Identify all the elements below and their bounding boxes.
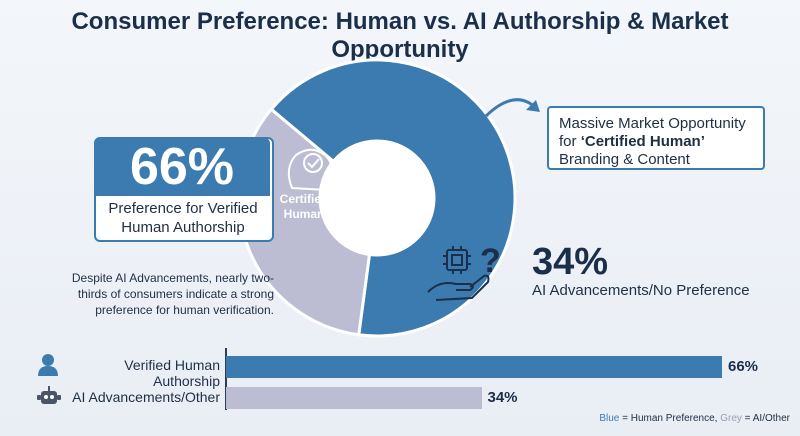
donut-hole (320, 141, 434, 255)
brain-check-icon (287, 148, 336, 192)
bar-ai (226, 387, 482, 409)
question-icon: ? (480, 242, 501, 280)
opportunity-post: Branding & Content (559, 151, 690, 168)
bar-value-human: 66% (728, 358, 759, 375)
opportunity-pre: Massive Market Opportunity for (559, 115, 746, 150)
certified-human-label: Certified Human (279, 192, 329, 221)
legend-blue: Blue (599, 413, 620, 424)
bar-label-ai: AI Advancements/Other (72, 389, 220, 405)
bar-label-human: Verified Human Authorship (124, 357, 220, 389)
legend-blue-text: = Human Preference, (619, 413, 721, 424)
note-text: Despite AI Advancements, nearly two-thir… (71, 271, 274, 317)
bar-value-ai: 34% (487, 389, 518, 406)
human-pct: 66% (94, 138, 270, 196)
arrow-head (526, 100, 540, 112)
legend-grey: Grey (720, 413, 742, 424)
legend-grey-text: = AI/Other (741, 413, 790, 424)
opportunity-bold: ‘Certified Human’ (580, 133, 705, 150)
person-icon (38, 354, 58, 376)
opportunity-callout: Massive Market Opportunity for ‘Certifie… (547, 106, 765, 170)
human-label: Preference for Verified Human Authorship (108, 200, 258, 236)
bar-axis (225, 348, 227, 410)
chip-hand-icon (427, 246, 490, 301)
robot-icon (37, 386, 61, 404)
chart-title: Consumer Preference: Human vs. AI Author… (71, 8, 729, 63)
ai-label: AI Advancements/No Preference (532, 282, 750, 299)
bar-human (226, 356, 722, 378)
legend: Blue = Human Preference, Grey = AI/Other (599, 413, 790, 424)
ai-pct: 34% (532, 241, 609, 283)
